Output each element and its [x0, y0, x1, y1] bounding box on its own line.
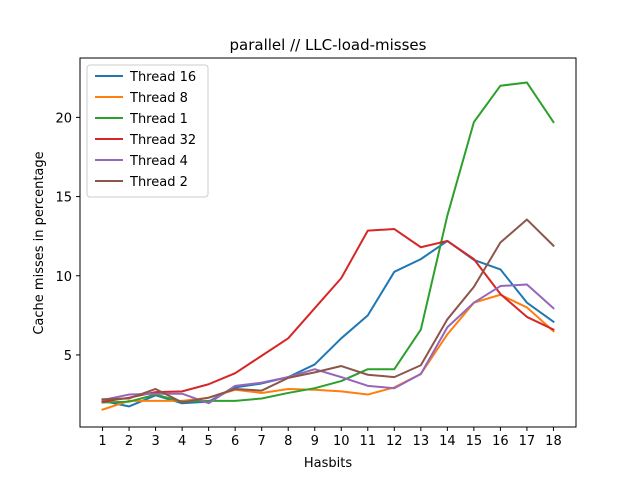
x-tick-label: 7: [258, 434, 266, 449]
legend-label: Thread 4: [129, 154, 188, 169]
x-tick-label: 2: [125, 434, 133, 449]
x-tick-label: 11: [360, 434, 377, 449]
chart-title: parallel // LLC-load-misses: [230, 36, 427, 54]
x-tick-label: 18: [545, 434, 562, 449]
legend-label: Thread 8: [129, 91, 188, 106]
series-line-thread-4: [101, 283, 555, 405]
y-tick-label: 5: [64, 349, 72, 364]
series-line-thread-2: [101, 218, 555, 404]
x-tick-label: 13: [413, 434, 430, 449]
series-line-thread-16: [101, 239, 555, 408]
x-tick-label: 14: [439, 434, 456, 449]
legend-label: Thread 16: [129, 70, 196, 85]
x-tick-label: 16: [492, 434, 509, 449]
x-tick-label: 9: [311, 434, 319, 449]
x-tick-label: 17: [519, 434, 536, 449]
x-tick-label: 12: [386, 434, 403, 449]
legend-label: Thread 1: [129, 112, 188, 127]
y-tick-label: 20: [55, 111, 72, 126]
x-tick-label: 8: [284, 434, 292, 449]
legend-label: Thread 2: [129, 175, 188, 190]
axes-frame: [79, 57, 577, 428]
x-tick-label: 1: [98, 434, 106, 449]
series-line-thread-32: [101, 228, 555, 403]
x-tick-label: 3: [151, 434, 159, 449]
y-tick-label: 10: [55, 270, 72, 285]
y-axis-title: Cache misses in percentage: [32, 151, 47, 334]
x-tick-label: 4: [178, 434, 186, 449]
legend: Thread 16 Thread 8 Thread 1 Thread 32 Thread…: [86, 64, 209, 198]
x-tick-label: 6: [231, 434, 239, 449]
y-tick-label: 15: [55, 191, 72, 206]
x-tick-label: 5: [205, 434, 213, 449]
x-tick-label: 10: [333, 434, 350, 449]
x-axis-title: Hasbits: [304, 456, 352, 471]
legend-label: Thread 32: [129, 133, 196, 148]
x-tick-label: 15: [466, 434, 483, 449]
